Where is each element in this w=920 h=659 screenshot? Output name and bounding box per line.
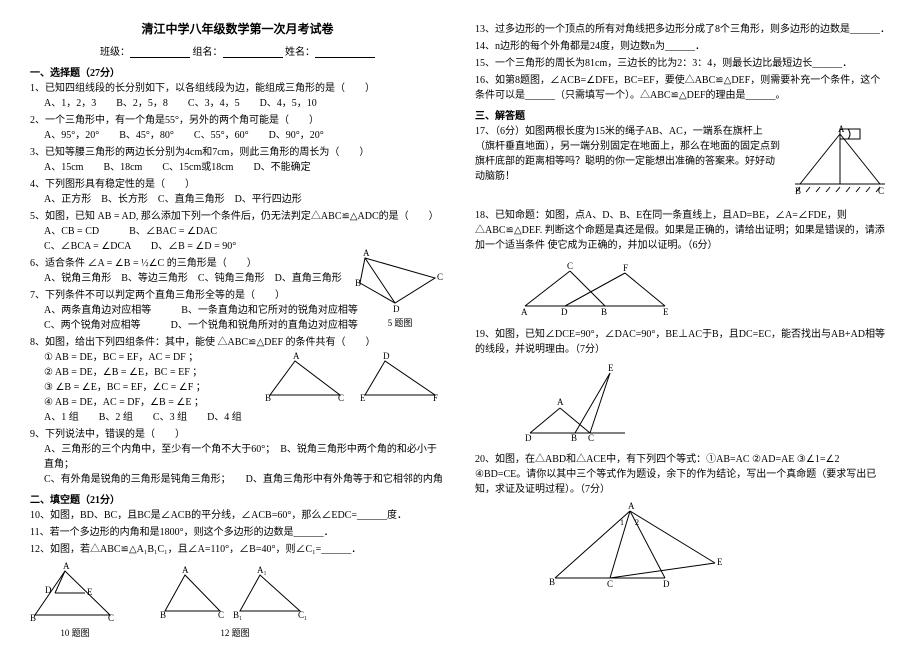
svg-text:A: A bbox=[557, 397, 564, 407]
svg-text:D: D bbox=[393, 304, 400, 314]
svg-text:2: 2 bbox=[635, 518, 639, 527]
q9-stem: 9、下列说法中，错误的是（ ） bbox=[30, 427, 445, 442]
svg-text:C: C bbox=[567, 261, 573, 271]
svg-text:B: B bbox=[265, 393, 271, 403]
q18: 18、已知命题：如图，点A、D、B、E在同一条直线上，且AD=BE，∠A=∠FD… bbox=[475, 208, 890, 253]
svg-text:C: C bbox=[218, 610, 224, 620]
q2-stem: 2、一个三角形中，有一个角是55°，另外的两个角可能是（ ） bbox=[30, 113, 445, 128]
svg-text:A: A bbox=[293, 351, 300, 361]
q5-figure: A C B D 5 题图 bbox=[355, 248, 445, 329]
q14: 14、n边形的每个外角都是24度，则边数n为______． bbox=[475, 39, 890, 54]
q19: 19、如图，已知∠DCE=90°，∠DAC=90°，BE⊥AC于B，且DC=EC… bbox=[475, 327, 890, 357]
svg-text:1: 1 bbox=[620, 518, 624, 527]
right-column: 13、过多边形的一个顶点的所有对角线把多边形分成了8个三角形，则多边形的边数是_… bbox=[475, 20, 890, 639]
q8-figure: A B C D E F bbox=[265, 353, 445, 408]
svg-text:E: E bbox=[608, 363, 614, 373]
svg-text:A: A bbox=[363, 248, 370, 258]
q1-stem: 1、已知四组线段的长分别如下，以各组线段为边，能组成三角形的是（ ） bbox=[30, 81, 445, 96]
svg-text:C: C bbox=[588, 433, 594, 443]
svg-text:C: C bbox=[878, 186, 884, 196]
svg-text:E: E bbox=[360, 393, 366, 403]
svg-text:A: A bbox=[182, 565, 189, 575]
q20-figure: A B C D E 1 2 bbox=[535, 503, 890, 596]
q12: 12、如图，若△ABC≌△A₁B₁C₁，且∠A=110°，∠B=40°，则∠C₁… bbox=[30, 542, 445, 557]
svg-text:A: A bbox=[63, 561, 70, 571]
left-column: 清江中学八年级数学第一次月考试卷 班级： 组名： 姓名： 一、选择题（27分） … bbox=[30, 20, 445, 639]
q8-stem: 8、如图，给出下列四组条件：其中，能使 △ABC≌△DEF 的条件共有（ ） bbox=[30, 335, 445, 350]
svg-text:D: D bbox=[561, 307, 568, 317]
svg-text:E: E bbox=[717, 557, 723, 567]
svg-text:B: B bbox=[355, 278, 361, 288]
q15: 15、一个三角形的周长为81cm，三边长的比为2：3：4，则最长边比最短边长__… bbox=[475, 56, 890, 71]
svg-text:B: B bbox=[160, 610, 166, 620]
svg-text:E: E bbox=[663, 307, 669, 317]
q5-stem: 5、如图，已知 AB = AD, 那么添加下列一个条件后，仍无法判定△ABC≌△… bbox=[30, 209, 445, 224]
q1: 1、已知四组线段的长分别如下，以各组线段为边，能组成三角形的是（ ） A、1，2… bbox=[30, 81, 445, 111]
q18-figure: A D C B F E bbox=[515, 261, 890, 319]
name-label: 姓名： bbox=[285, 47, 315, 58]
svg-text:C: C bbox=[338, 393, 344, 403]
svg-text:A: A bbox=[838, 124, 845, 134]
q3: 3、已知等腰三角形的两边长分别为4cm和7cm，则此三角形的周长为（ ） A、1… bbox=[30, 145, 445, 175]
svg-text:B: B bbox=[601, 307, 607, 317]
svg-text:C: C bbox=[108, 613, 114, 623]
q17-figure: A B C bbox=[790, 124, 890, 204]
class-label: 班级： bbox=[100, 47, 130, 58]
q13: 13、过多边形的一个顶点的所有对角线把多边形分成了8个三角形，则多边形的边数是_… bbox=[475, 22, 890, 37]
svg-text:B: B bbox=[549, 577, 555, 587]
q10: 10、如图，BD、BC，且BC是∠ACB的平分线，∠ACB=60°，那么∠EDC… bbox=[30, 508, 445, 523]
exam-page: 清江中学八年级数学第一次月考试卷 班级： 组名： 姓名： 一、选择题（27分） … bbox=[30, 20, 890, 639]
section-3: 三、解答题 bbox=[475, 107, 890, 122]
q5-caption: 5 题图 bbox=[355, 316, 445, 329]
svg-text:D: D bbox=[663, 579, 670, 589]
svg-text:F: F bbox=[433, 393, 438, 403]
svg-text:F: F bbox=[623, 263, 628, 273]
section-1: 一、选择题（27分） bbox=[30, 64, 445, 79]
svg-text:D: D bbox=[45, 585, 52, 595]
q19-figure: D A B C E bbox=[515, 363, 890, 446]
svg-text:A: A bbox=[628, 501, 635, 511]
q20: 20、如图，在△ABD和△ACE中，有下列四个等式：①AB=AC ②AD=AE … bbox=[475, 452, 890, 497]
q4: 4、下列图形具有稳定性的是（ ） A、正方形 B、长方形 C、直角三角形 D、平… bbox=[30, 177, 445, 207]
q17: 17、（6分）如图两根长度为15米的绳子AB、AC，一端系在旗杆上（旗杆垂直地面… bbox=[475, 124, 890, 184]
q12-figure: A B C A₁ B₁ C₁ bbox=[160, 563, 310, 623]
q9: 9、下列说法中，错误的是（ ） A、三角形的三个内角中，至少有一个角不大于60°… bbox=[30, 427, 445, 487]
svg-text:E: E bbox=[87, 587, 93, 597]
q2: 2、一个三角形中，有一个角是55°，另外的两个角可能是（ ） A、95°，20°… bbox=[30, 113, 445, 143]
svg-text:D: D bbox=[525, 433, 532, 443]
svg-text:B: B bbox=[30, 613, 36, 623]
student-info: 班级： 组名： 姓名： bbox=[30, 43, 445, 58]
q4-stem: 4、下列图形具有稳定性的是（ ） bbox=[30, 177, 445, 192]
q10-q12-figures: A B C D E 10 题图 ABC A₁B₁C₁ 12 题图 bbox=[30, 563, 445, 639]
section-2: 二、填空题（21分） bbox=[30, 491, 445, 506]
svg-text:A: A bbox=[521, 307, 528, 317]
svg-text:C₁: C₁ bbox=[298, 610, 307, 620]
svg-text:A₁: A₁ bbox=[257, 565, 267, 575]
q3-stem: 3、已知等腰三角形的两边长分别为4cm和7cm，则此三角形的周长为（ ） bbox=[30, 145, 445, 160]
exam-title: 清江中学八年级数学第一次月考试卷 bbox=[30, 20, 445, 37]
q11: 11、若一个多边形的内角和是1800°，则这个多边形的边数是______． bbox=[30, 525, 445, 540]
q8: 8、如图，给出下列四组条件：其中，能使 △ABC≌△DEF 的条件共有（ ） ①… bbox=[30, 335, 445, 425]
q10-figure: A B C D E bbox=[30, 563, 120, 623]
svg-text:B: B bbox=[571, 433, 577, 443]
svg-text:D: D bbox=[383, 351, 390, 361]
svg-text:C: C bbox=[607, 579, 613, 589]
svg-text:C: C bbox=[437, 272, 443, 282]
group-label: 组名： bbox=[193, 47, 223, 58]
svg-text:B₁: B₁ bbox=[233, 610, 242, 620]
q16: 16、如第8题图，∠ACB=∠DFE，BC=EF，要使△ABC≌△DEF，则需要… bbox=[475, 73, 890, 103]
